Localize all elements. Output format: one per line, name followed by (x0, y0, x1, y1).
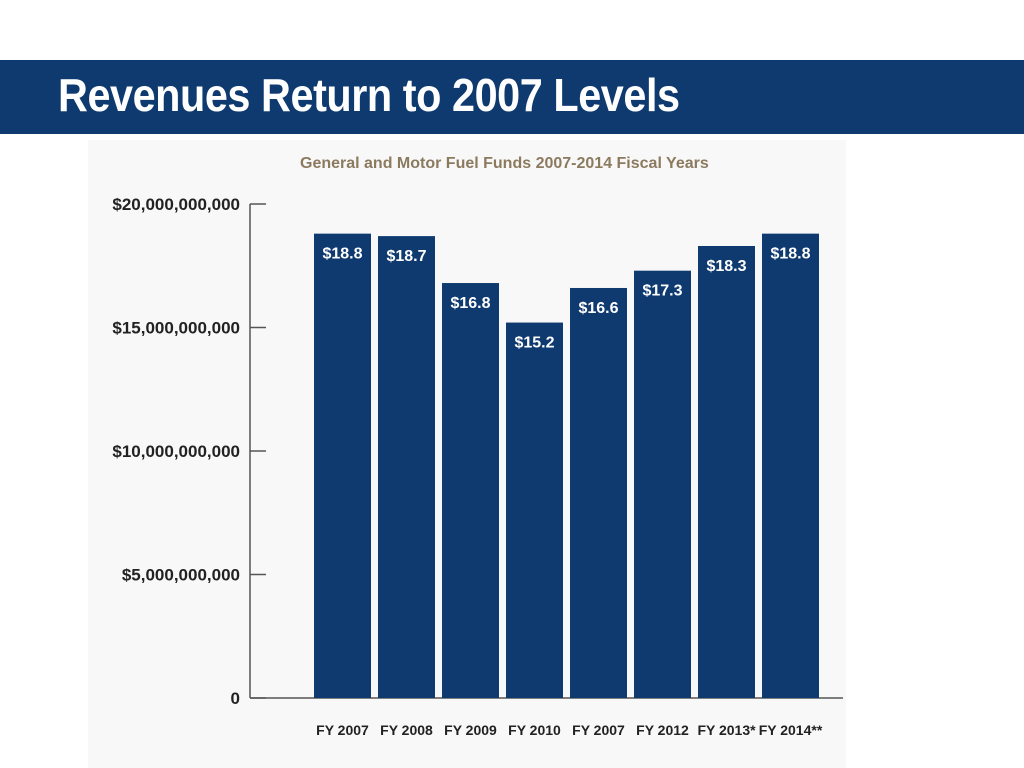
bar-value-label: $15.2 (514, 335, 554, 352)
bar (442, 283, 499, 698)
y-tick-label: $20,000,000,000 (112, 195, 240, 214)
bar-value-label: $18.7 (386, 248, 426, 265)
x-tick-label: FY 2007 (316, 722, 369, 738)
x-tick-label: FY 2008 (380, 722, 433, 738)
y-tick-label: $15,000,000,000 (112, 319, 240, 338)
bar (378, 236, 435, 699)
bar-value-label: $16.8 (450, 295, 490, 312)
x-tick-label: FY 2013* (697, 722, 756, 738)
y-tick-label: $10,000,000,000 (112, 442, 240, 461)
bar (570, 287, 627, 698)
bar (698, 245, 755, 699)
bar-value-label: $18.8 (770, 246, 810, 263)
bar-value-label: $17.3 (642, 283, 682, 300)
x-tick-label: FY 2009 (444, 722, 497, 738)
bar-value-label: $16.6 (578, 300, 618, 317)
x-tick-label: FY 2014** (759, 722, 823, 738)
bar (762, 233, 819, 698)
bar (506, 322, 563, 698)
x-tick-label: FY 2007 (572, 722, 625, 738)
chart-title: General and Motor Fuel Funds 2007-2014 F… (300, 155, 709, 172)
bar-value-label: $18.3 (706, 258, 746, 275)
title-bar: Revenues Return to 2007 Levels (0, 60, 1024, 134)
bar (314, 233, 371, 698)
x-tick-label: FY 2010 (508, 722, 561, 738)
y-tick-label: $5,000,000,000 (122, 566, 240, 585)
bar (634, 270, 691, 698)
bar-value-label: $18.8 (322, 246, 362, 263)
y-tick-label: 0 (231, 689, 240, 708)
slide-title: Revenues Return to 2007 Levels (58, 69, 680, 121)
x-tick-label: FY 2012 (636, 722, 689, 738)
